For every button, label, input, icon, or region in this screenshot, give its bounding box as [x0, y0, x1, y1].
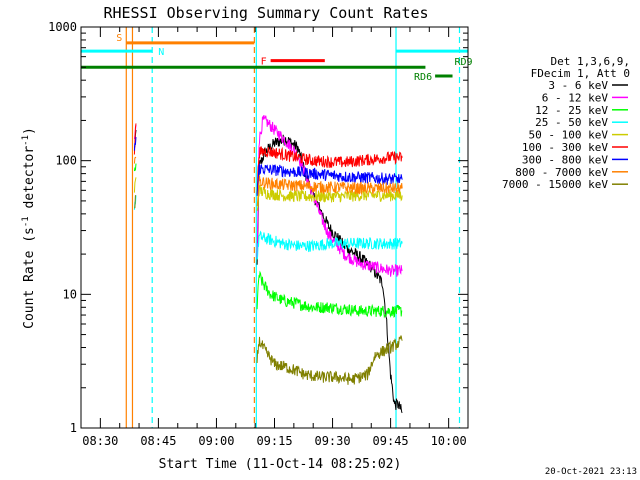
series-line: [256, 115, 403, 277]
y-axis-label: Count Rate (s-1 detector-1): [21, 127, 37, 329]
series-line: [133, 156, 137, 164]
legend-entry-label: 7000 - 15000 keV: [502, 178, 608, 191]
series-line: [256, 230, 403, 260]
x-axis-label: Start Time (11-Oct-14 08:25:02): [159, 457, 402, 472]
annotation-label: S: [116, 33, 122, 44]
annotation-label: RD9: [454, 57, 472, 68]
annotation-label: N: [158, 47, 164, 58]
series-line: [256, 270, 403, 319]
y-axis-label-exponent: -1: [21, 216, 31, 227]
footer-timestamp: 20-Oct-2021 23:13: [545, 467, 637, 477]
legend-entry-label: 800 - 7000 keV: [515, 166, 608, 179]
x-tick-label: 10:00: [431, 434, 467, 448]
legend-entry-label: 25 - 50 keV: [535, 116, 608, 129]
legend-entry-label: 6 - 12 keV: [542, 91, 609, 104]
annotation-label: F: [261, 57, 267, 68]
x-tick-label: 08:45: [140, 434, 176, 448]
legend-header: FDecim 1, Att 0: [531, 67, 630, 80]
y-axis-label-part: ): [22, 127, 37, 135]
x-tick-label: 08:30: [82, 434, 118, 448]
series-line: [256, 134, 403, 414]
y-axis-label-part: detector: [22, 146, 37, 217]
y-tick-label: 1000: [48, 20, 77, 34]
plot-area: S N F RD6 RD9 1 10 100 1000 08:30 08:45 09:00 09:15 0…: [48, 20, 472, 448]
y-tick-label: 100: [55, 154, 77, 168]
legend-entry-label: 12 - 25 keV: [535, 104, 608, 117]
series-line: [256, 146, 403, 194]
series-line: [256, 163, 403, 196]
chart-title: RHESSI Observing Summary Count Rates: [103, 4, 428, 22]
x-tick-label: 09:30: [314, 434, 350, 448]
series-line: [256, 175, 403, 207]
x-tick-label: 09:45: [373, 434, 409, 448]
legend-entry-label: 100 - 300 keV: [522, 141, 608, 154]
x-tick-label: 09:15: [256, 434, 292, 448]
series-line: [133, 137, 137, 151]
y-axis-label-exponent: -1: [21, 135, 31, 146]
legend-header: Det 1,3,6,9,: [551, 55, 630, 68]
y-tick-label: 10: [63, 287, 77, 301]
annotation-label: RD6: [414, 72, 432, 83]
series-line: [256, 184, 403, 211]
x-tick-label: 09:00: [198, 434, 234, 448]
series-line: [256, 335, 403, 385]
legend-entry-label: 300 - 800 keV: [522, 153, 608, 166]
y-axis-label-part: Count Rate (s: [22, 227, 37, 329]
y-tick-label: 1: [70, 421, 77, 435]
plot-frame: [80, 26, 469, 429]
legend-entry-label: 50 - 100 keV: [529, 129, 609, 142]
series-line: [134, 194, 137, 209]
legend-entry-label: 3 - 6 keV: [548, 79, 608, 92]
series-line: [133, 177, 137, 193]
series-line: [133, 163, 137, 172]
